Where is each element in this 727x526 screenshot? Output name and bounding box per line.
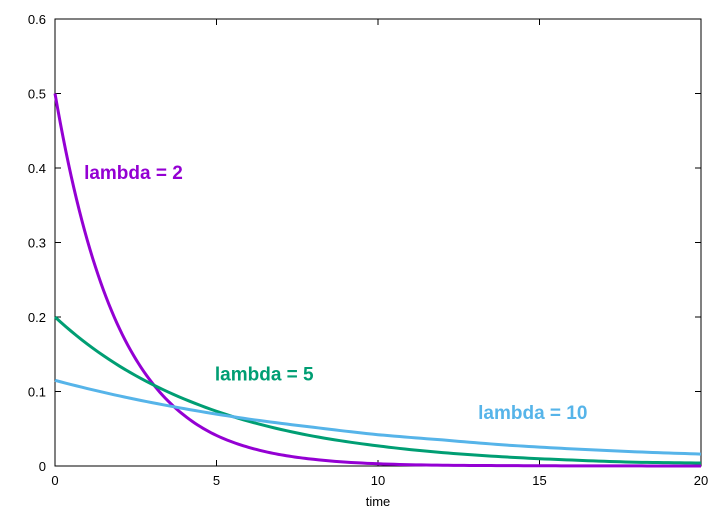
x-tick-label: 0 [51,473,58,488]
y-tick-label: 0.4 [28,161,46,176]
x-tick-label: 10 [371,473,385,488]
x-tick-label: 15 [532,473,546,488]
x-axis-title: time [366,494,391,509]
y-tick-label: 0.3 [28,236,46,251]
series-label: lambda = 2 [84,163,183,184]
plot-frame [54,18,702,467]
series-lines [53,93,702,468]
x-tick-label: 20 [694,473,708,488]
series-line [54,378,702,456]
series-label: lambda = 10 [478,403,587,424]
y-tick-label: 0 [39,459,46,474]
series-label: lambda = 5 [215,364,314,385]
series-line [53,315,702,465]
series-annotations: lambda = 2 lambda = 5 lambda = 10 [84,163,587,424]
y-tick-label: 0.2 [28,310,46,325]
axis-ticks [54,18,702,467]
x-tick-label: 5 [213,473,220,488]
y-tick-label: 0.6 [28,12,46,27]
y-tick-label: 0.1 [28,385,46,400]
series-line [53,93,702,468]
y-tick-label: 0.5 [28,87,46,102]
tick-labels: 0 5 10 15 20 0 0.1 0.2 0.3 0.4 0.5 0.6 [28,12,708,488]
